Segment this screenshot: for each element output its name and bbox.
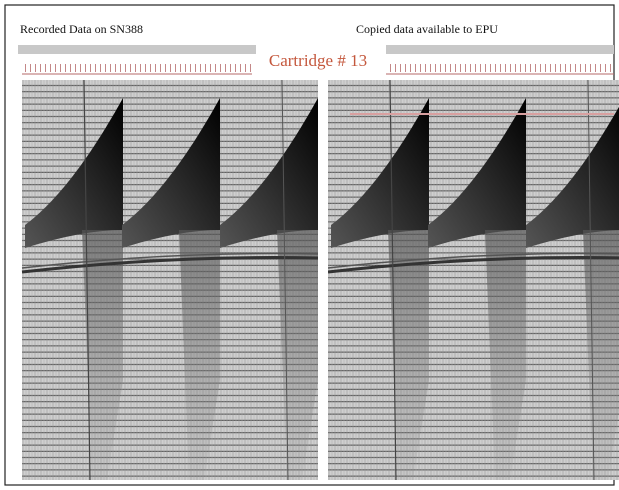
- panel-gap: [318, 80, 328, 480]
- right-title: Copied data available to EPU: [356, 22, 498, 36]
- screenshot: Recorded Data on SN388 Copied data avail…: [0, 0, 619, 490]
- left-seismic-panel: [22, 80, 318, 480]
- page: Recorded Data on SN388 Copied data avail…: [0, 0, 619, 490]
- left-header-bar: [18, 45, 256, 54]
- right-ruler: [386, 62, 614, 74]
- left-ruler: [22, 62, 252, 74]
- left-title: Recorded Data on SN388: [20, 22, 143, 36]
- right-seismic-panel: [328, 80, 619, 480]
- cartridge-label: Cartridge # 13: [269, 51, 367, 70]
- right-header-bar: [386, 45, 614, 54]
